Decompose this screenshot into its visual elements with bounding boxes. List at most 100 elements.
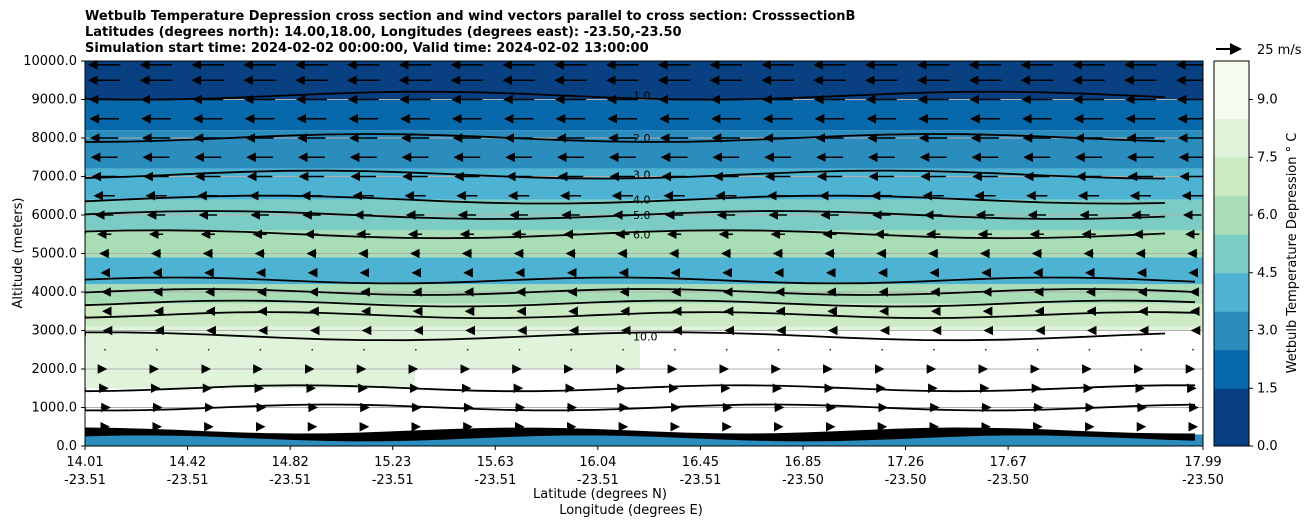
y-tick-label: 7000.0	[32, 170, 78, 185]
x-tick-label-lon: -23.51	[64, 473, 106, 488]
x-tick-label-lon: -23.50	[987, 473, 1029, 488]
y-tick-label: 3000.0	[32, 324, 78, 339]
colorbar-segment	[1214, 80, 1249, 100]
colorbar-frame	[1213, 60, 1250, 447]
contour-line	[85, 427, 1196, 438]
x-tick-label-lon: -23.50	[782, 473, 824, 488]
y-tick-label: 10000.0	[23, 54, 77, 69]
colorbar-segment	[1214, 99, 1249, 120]
contour-fill-band	[640, 330, 1203, 377]
contour-fill-band	[85, 230, 1203, 258]
x-tick-label-lat: 14.82	[272, 455, 309, 470]
wind-vector	[881, 348, 883, 351]
x-axis-label-lat: Latitude (degrees N)	[533, 487, 667, 502]
contour-label: 4.0	[633, 194, 651, 207]
contour-line	[85, 90, 1166, 101]
wind-vector	[518, 348, 521, 351]
x-tick-label-lon: -23.51	[269, 473, 311, 488]
colorbar-tick-label: 1.5	[1257, 381, 1278, 396]
colorbar-segment	[1214, 157, 1249, 177]
colorbar-segment	[1214, 292, 1249, 312]
wind-vector	[156, 348, 158, 351]
x-tick-label-lat: 17.67	[990, 455, 1027, 470]
x-tick-label-lon: -23.51	[679, 473, 721, 488]
contour-line	[85, 299, 1196, 308]
x-tick-label-lat: 17.99	[1184, 455, 1221, 470]
x-tick-label-lon: -23.51	[167, 473, 209, 488]
wind-vector	[777, 348, 780, 351]
colorbar-tick-label: 0.0	[1257, 439, 1278, 454]
x-tick-label-lat: 16.85	[784, 455, 821, 470]
colorbar-segment	[1214, 349, 1249, 370]
colorbar-segment	[1214, 388, 1249, 408]
x-tick-label-lat: 17.26	[887, 455, 924, 470]
quiver-key-label: 25 m/s	[1257, 43, 1302, 58]
wind-vector	[1036, 348, 1039, 351]
wind-vector	[570, 348, 573, 351]
colorbar-segment	[1214, 330, 1249, 351]
contour-label: 5.0	[633, 209, 651, 222]
x-tick-label-lon: -23.51	[372, 473, 414, 488]
wind-vector	[829, 348, 832, 351]
colorbar-segment	[1214, 118, 1249, 139]
wind-vector	[674, 348, 676, 351]
colorbar-tick-label: 9.0	[1257, 93, 1278, 108]
contour-label: 1.0	[633, 90, 651, 103]
y-tick-label: 6000.0	[32, 208, 78, 223]
wind-vector	[363, 348, 365, 351]
y-axis-label: Altitude (meters)	[11, 198, 26, 309]
y-tick-label: 9000.0	[32, 93, 78, 108]
wind-vector	[725, 348, 728, 351]
wind-vector	[311, 348, 314, 351]
x-tick-label-lat: 15.63	[477, 455, 514, 470]
x-axis-label-lon: Longitude (degrees E)	[559, 503, 703, 518]
x-tick-label-lat: 14.01	[66, 455, 103, 470]
contour-label: 3.0	[633, 169, 651, 182]
x-tick-label-lon: -23.51	[474, 473, 516, 488]
x-tick-label-lat: 16.04	[579, 455, 616, 470]
wind-vector	[933, 348, 935, 351]
contour-label: 6.0	[633, 228, 651, 241]
colorbar-tick-label: 7.5	[1257, 150, 1278, 165]
x-tick-label-lat: 15.23	[374, 455, 411, 470]
contour-fill-band	[85, 369, 415, 389]
colorbar-segment	[1214, 138, 1249, 158]
contour-fill-band	[85, 257, 1203, 285]
y-tick-label: 5000.0	[32, 247, 78, 262]
colorbar-segment	[1214, 215, 1249, 235]
colorbar-tick-label: 3.0	[1257, 324, 1278, 339]
colorbar-segment	[1214, 311, 1249, 331]
wind-vector	[466, 348, 469, 351]
y-tick-label: 2000.0	[32, 362, 78, 377]
colorbar-segment	[1214, 426, 1249, 447]
colorbar-segment	[1214, 253, 1249, 274]
colorbar-segment	[1214, 195, 1249, 216]
x-tick-label-lon: -23.50	[885, 473, 927, 488]
wind-vector	[259, 348, 262, 351]
colorbar: 0.0 1.5 3.0 4.5 6.0 7.5 9.0 Wetbulb Temperature…	[1213, 60, 1300, 454]
colorbar-segment	[1214, 272, 1249, 293]
wind-vector	[415, 348, 417, 351]
y-tick-label: 1000.0	[32, 401, 78, 416]
wind-vector	[1140, 348, 1142, 351]
x-tick-label-lat: 16.45	[682, 455, 719, 470]
wind-vector	[1088, 348, 1091, 351]
wind-vector	[207, 348, 210, 351]
y-tick-label: 0.0	[56, 439, 77, 454]
colorbar-segment	[1214, 176, 1249, 197]
contour-label: 10.0	[633, 330, 658, 343]
wind-vectors	[87, 61, 1203, 432]
x-tick-label-lat: 14.42	[169, 455, 206, 470]
quiver-key: 25 m/s	[1216, 43, 1302, 58]
contour-fill-band	[85, 434, 1203, 446]
wind-vector	[104, 348, 106, 351]
x-tick-label-lon: -23.50	[1182, 473, 1224, 488]
contour-fill-band	[85, 99, 1203, 131]
colorbar-segment	[1214, 369, 1249, 389]
colorbar-tick-label: 6.0	[1257, 208, 1278, 223]
wind-vector	[1192, 348, 1194, 351]
chart-title: Wetbulb Temperature Depression cross sec…	[85, 9, 856, 56]
colorbar-label: Wetbulb Temperature Depression ° C	[1285, 133, 1300, 374]
colorbar-tick-label: 4.5	[1257, 266, 1278, 281]
